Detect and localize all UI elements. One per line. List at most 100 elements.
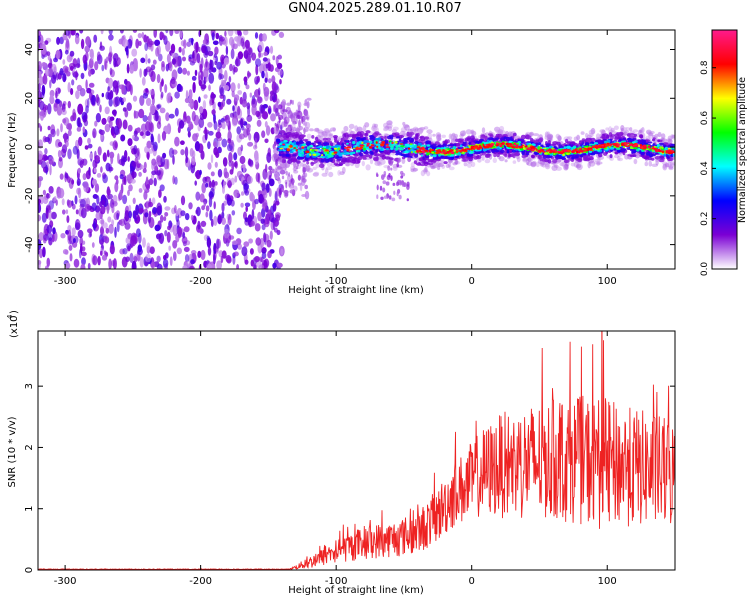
spectrogram-signal-cell bbox=[316, 127, 320, 134]
spectrogram-noise-cell bbox=[100, 166, 103, 173]
spectrogram-noise-cell bbox=[126, 102, 132, 111]
spectrogram-noise-cell bbox=[44, 68, 50, 77]
spectrogram-signal-cell bbox=[419, 136, 423, 139]
spectrogram-noise-cell bbox=[137, 244, 142, 253]
spectrogram-signal-cell bbox=[373, 151, 377, 157]
spectrogram-noise-cell bbox=[106, 149, 110, 158]
spectrogram-signal-cell bbox=[547, 140, 551, 145]
spectrogram-noise-cell bbox=[243, 76, 248, 83]
spectrogram-noise-cell bbox=[129, 84, 133, 96]
spectrogram-signal-cell bbox=[652, 138, 655, 142]
spectrogram-signal-cell bbox=[590, 152, 596, 156]
spectrogram-noise-cell bbox=[276, 62, 283, 70]
spectrogram-signal-cell bbox=[428, 140, 432, 145]
spectrogram-noise-cell bbox=[203, 94, 208, 99]
spectrogram-signal-cell bbox=[489, 134, 494, 138]
spectrogram-signal-cell bbox=[666, 138, 672, 144]
spectrogram-noise-cell bbox=[197, 250, 202, 258]
spectrogram-noise-cell bbox=[93, 167, 97, 173]
spectrogram-noise-cell bbox=[120, 134, 126, 142]
spectrogram-noise-cell bbox=[60, 233, 66, 239]
spectrogram-noise-cell bbox=[38, 70, 42, 79]
spectrogram-noise-cell bbox=[94, 120, 98, 127]
spectrogram-signal-cell bbox=[596, 156, 601, 163]
spectrogram-noise-cell bbox=[286, 102, 292, 106]
spectrogram-noise-cell bbox=[256, 119, 262, 127]
spectrogram-noise-cell bbox=[38, 232, 44, 241]
spectrogram-signal-cell bbox=[295, 164, 301, 169]
spectrogram-noise-cell bbox=[226, 197, 232, 206]
spectrogram-noise-cell bbox=[249, 92, 252, 98]
spectrogram-noise-cell bbox=[246, 127, 250, 136]
spectrogram-noise-cell bbox=[213, 201, 216, 210]
spectrogram-signal-cell bbox=[561, 161, 565, 167]
spectrogram-noise-cell bbox=[158, 232, 165, 245]
spectrogram-noise-cell bbox=[49, 164, 52, 176]
spectrogram-signal-cell bbox=[450, 138, 457, 145]
spectrogram-signal-cell bbox=[427, 158, 431, 163]
spectrogram-signal-cell bbox=[400, 127, 407, 133]
spectrogram-noise-cell bbox=[100, 250, 103, 256]
spectrogram-signal-cell bbox=[373, 123, 378, 128]
spectrogram-noise-cell bbox=[254, 76, 259, 85]
spectrogram-noise-cell bbox=[75, 209, 79, 215]
spectrogram-signal-cell bbox=[534, 152, 540, 155]
spectrogram-signal-cell bbox=[369, 150, 373, 155]
spectrogram-signal-cell bbox=[635, 152, 640, 159]
spectrogram-noise-cell bbox=[132, 95, 138, 102]
spectrogram-signal-cell bbox=[661, 133, 666, 140]
spectrogram-noise-cell bbox=[213, 120, 218, 131]
spectrogram-noise-cell bbox=[191, 37, 194, 46]
spectrogram-noise-cell bbox=[265, 125, 271, 136]
spectrogram-signal-cell bbox=[399, 148, 404, 151]
spectrogram-noise-cell bbox=[46, 224, 53, 234]
spectrogram-noise-cell bbox=[274, 122, 277, 127]
spectrogram-noise-cell bbox=[139, 68, 142, 78]
spectrogram-noise-cell bbox=[152, 207, 158, 214]
spectrogram-signal-cell bbox=[293, 165, 297, 172]
spectrogram-noise-cell bbox=[306, 97, 312, 101]
spectrogram-signal-cell bbox=[395, 150, 400, 154]
spectrogram-signal-cell bbox=[318, 131, 325, 138]
spectrogram-signal-cell bbox=[372, 123, 377, 130]
spectrogram-noise-cell bbox=[167, 225, 171, 231]
spectrogram-noise-cell bbox=[122, 119, 128, 130]
spectrogram-signal-cell bbox=[668, 165, 674, 169]
spectrogram-noise-cell bbox=[161, 131, 167, 141]
spectrogram-noise-cell bbox=[254, 223, 261, 232]
spectrogram-signal-cell bbox=[287, 159, 293, 164]
spectrogram-signal-cell bbox=[565, 138, 569, 144]
spectrogram-noise-cell bbox=[150, 133, 154, 143]
spectrogram-noise-cell bbox=[221, 250, 227, 259]
spectrogram-signal-cell bbox=[398, 152, 403, 156]
spectrogram-noise-cell bbox=[188, 202, 193, 210]
spectrogram-noise-cell bbox=[295, 127, 300, 134]
spectrogram-noise-cell bbox=[303, 102, 309, 107]
spectrogram-signal-cell bbox=[291, 158, 298, 163]
spectrogram-signal-cell bbox=[594, 158, 601, 163]
spectrogram-noise-cell bbox=[145, 176, 149, 186]
spectrogram-signal-cell bbox=[414, 153, 419, 158]
spectrogram-signal-cell bbox=[302, 160, 306, 163]
spectrogram-noise-cell bbox=[110, 154, 114, 165]
spectrogram-signal-cell bbox=[375, 149, 378, 153]
spectrogram-noise-cell bbox=[295, 166, 299, 170]
spectrogram-noise-cell bbox=[49, 94, 55, 105]
spectrogram-noise-cell bbox=[88, 69, 92, 77]
spectrogram-noise-cell bbox=[172, 155, 175, 165]
spectrogram-signal-cell bbox=[333, 136, 338, 141]
spectrogram-signal-cell bbox=[546, 137, 552, 142]
spectrogram-signal-cell bbox=[410, 168, 415, 172]
spectrogram-signal-cell bbox=[661, 146, 664, 149]
spectrogram-signal-cell bbox=[410, 150, 413, 154]
spectrogram-noise-cell bbox=[184, 146, 189, 158]
spectrogram-noise-cell bbox=[145, 53, 148, 65]
spectrogram-signal-cell bbox=[451, 139, 456, 143]
spectrogram-noise-cell bbox=[163, 216, 167, 222]
spectrogram-noise-cell bbox=[92, 178, 97, 186]
spectrogram-noise-cell bbox=[146, 140, 152, 149]
spectrogram-noise-cell bbox=[285, 170, 288, 176]
spectrogram-signal-cell bbox=[494, 126, 501, 132]
spectrogram-noise-cell bbox=[228, 36, 235, 46]
spectrogram-noise-cell bbox=[95, 211, 102, 221]
